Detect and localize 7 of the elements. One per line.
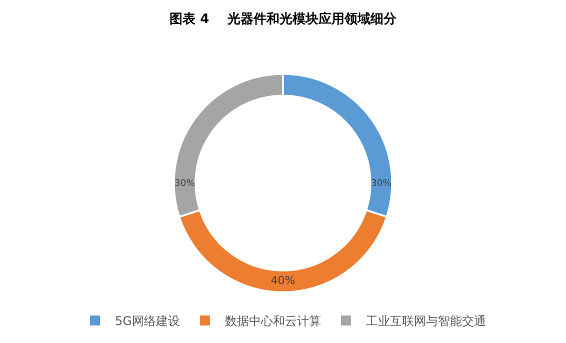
- data-label: 40%: [270, 274, 296, 288]
- chart-title: 图表 4 光器件和光模块应用领域细分: [170, 10, 398, 27]
- data-label: 30%: [174, 178, 196, 190]
- data-label: 30%: [370, 178, 392, 190]
- legend-label: 5G网络建设: [115, 314, 180, 328]
- legend-label: 工业互联网与智能交通: [366, 314, 486, 328]
- legend-label: 数据中心和云计算: [224, 314, 321, 328]
